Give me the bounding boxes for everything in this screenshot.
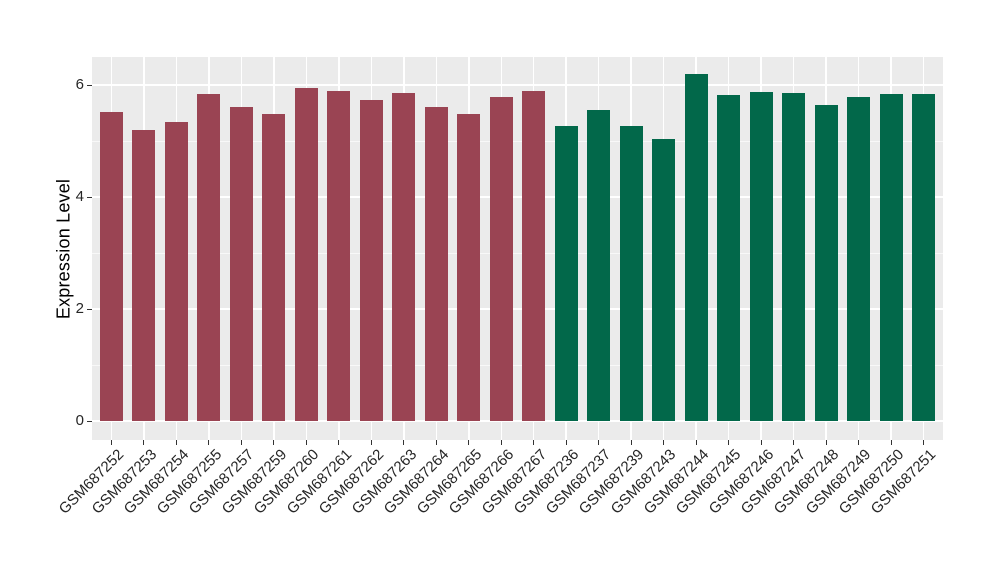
- bar: [749, 92, 773, 421]
- major-gridline: [92, 196, 943, 198]
- y-tick-label: 6: [75, 76, 84, 93]
- y-tick-label: 4: [75, 188, 84, 205]
- x-tick-mark: [695, 440, 697, 445]
- bar: [99, 111, 123, 421]
- bar: [782, 93, 806, 421]
- y-tick-mark: [87, 196, 92, 198]
- x-tick-mark: [500, 440, 502, 445]
- bar: [619, 125, 643, 421]
- x-tick-mark: [923, 440, 924, 445]
- major-gridline: [92, 84, 943, 86]
- bar: [652, 139, 676, 421]
- y-tick-label: 0: [75, 412, 84, 429]
- y-tick-mark: [87, 420, 92, 422]
- x-tick-mark: [435, 440, 437, 445]
- y-tick-mark: [87, 84, 92, 86]
- bar: [912, 93, 935, 421]
- x-tick-mark: [598, 440, 600, 445]
- minor-gridline: [92, 252, 943, 254]
- bar: [392, 93, 416, 421]
- x-tick-mark: [468, 440, 470, 445]
- x-tick-mark: [403, 440, 405, 445]
- x-tick-mark: [338, 440, 340, 445]
- bar: [847, 96, 871, 421]
- bar: [132, 129, 156, 421]
- minor-gridline: [92, 140, 943, 142]
- bar: [522, 90, 546, 421]
- x-tick-mark: [143, 440, 145, 445]
- bar: [424, 106, 448, 421]
- x-tick-mark: [565, 440, 567, 445]
- x-tick-mark: [793, 440, 795, 445]
- bar: [879, 93, 903, 421]
- x-tick-mark: [175, 440, 177, 445]
- bar: [457, 113, 481, 421]
- plot-panel: [92, 57, 943, 440]
- x-tick-mark: [858, 440, 860, 445]
- bar: [197, 93, 221, 421]
- x-tick-mark: [110, 440, 112, 445]
- bar: [587, 110, 611, 421]
- y-tick-label: 2: [75, 300, 84, 317]
- x-tick-mark: [533, 440, 535, 445]
- bar: [717, 95, 741, 421]
- bar: [684, 73, 708, 421]
- x-tick-mark: [760, 440, 762, 445]
- bar: [164, 121, 188, 421]
- x-tick-mark: [728, 440, 730, 445]
- bar: [327, 91, 351, 421]
- x-tick-mark: [890, 440, 892, 445]
- bar: [262, 114, 286, 421]
- minor-gridline: [92, 364, 943, 366]
- x-tick-mark: [370, 440, 372, 445]
- x-tick-mark: [208, 440, 210, 445]
- y-tick-mark: [87, 308, 92, 310]
- x-tick-mark: [273, 440, 275, 445]
- bar: [359, 100, 383, 421]
- bar: [814, 104, 838, 421]
- x-tick-mark: [240, 440, 242, 445]
- bar: [489, 96, 513, 421]
- x-tick-mark: [825, 440, 827, 445]
- x-tick-mark: [663, 440, 665, 445]
- major-gridline: [92, 308, 943, 310]
- bar: [554, 125, 578, 421]
- bar: [229, 107, 253, 421]
- bar: [294, 88, 318, 421]
- x-tick-mark: [305, 440, 307, 445]
- x-tick-mark: [630, 440, 632, 445]
- major-gridline: [92, 420, 943, 422]
